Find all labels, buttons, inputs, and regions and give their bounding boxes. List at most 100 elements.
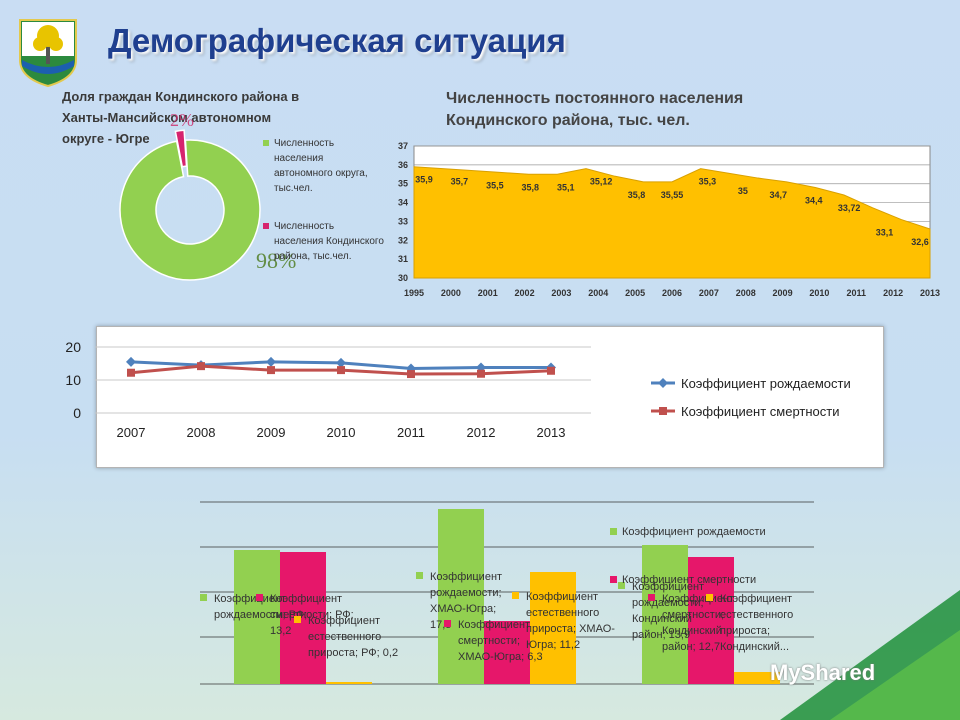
x-tick-label: 2012 xyxy=(467,425,496,440)
data-label: 33,1 xyxy=(876,228,894,238)
y-tick-label: 34 xyxy=(398,198,408,208)
data-label: Коэффициент смертности; ХМАО-Югра; 6,3 xyxy=(458,619,543,663)
page-title: Демографическая ситуация xyxy=(108,22,566,59)
legend-swatch xyxy=(610,528,617,535)
data-label-line: Югра; 11,2 xyxy=(526,639,580,651)
pie-caption-line: Ханты-Мансийском автономном xyxy=(62,110,272,125)
data-label-line: рождаемости; xyxy=(430,587,502,599)
series-marker xyxy=(267,366,275,375)
pie-slice-label: 2% xyxy=(170,110,194,130)
x-tick-label: 2002 xyxy=(515,288,535,298)
legend-swatch xyxy=(263,140,269,146)
data-label-line: естественного xyxy=(720,609,793,621)
rates-trend-panel: 0 10 20 2007 2008 2009 2010 2011 2012 2013 Коэффиц… xyxy=(65,326,884,468)
y-tick-label: 20 xyxy=(65,339,81,355)
data-label: 35,5 xyxy=(486,180,504,190)
label-swatch xyxy=(294,616,301,623)
bar xyxy=(326,682,372,684)
x-tick-label: 2008 xyxy=(736,288,756,298)
x-tick-label: 2000 xyxy=(441,288,461,298)
data-label-line: 13,2 xyxy=(270,625,291,637)
x-tick-label: 1995 xyxy=(404,288,424,298)
pie-slice-label: 98% xyxy=(256,248,296,273)
x-tick-label: 2006 xyxy=(662,288,682,298)
data-label-line: Кондинский xyxy=(662,625,722,637)
rates-line-chart: 0 10 20 2007 2008 2009 2010 2011 2012 2013 Коэффиц… xyxy=(65,339,850,440)
pie-chart: 2% 98% xyxy=(119,110,296,281)
legend-label: Коэффициент смертности xyxy=(622,574,756,586)
data-label-line: Коэффициент xyxy=(632,581,704,593)
y-tick-label: 33 xyxy=(398,216,408,226)
y-tick-label: 35 xyxy=(398,179,408,189)
data-label: 35,12 xyxy=(590,177,613,187)
series-marker xyxy=(407,370,415,379)
data-label: Коэффициент рождаемости; Кондинский район; … xyxy=(632,581,704,641)
label-swatch xyxy=(618,582,625,589)
data-label-line: Коэффициент xyxy=(458,619,530,631)
label-swatch xyxy=(706,594,713,601)
data-label-line: ХМАО-Югра; xyxy=(430,603,496,615)
series-marker xyxy=(127,368,135,377)
bar xyxy=(438,509,484,684)
data-label: Коэффициент рождаемости; РФ; xyxy=(214,593,307,621)
x-tick-label: 2007 xyxy=(117,425,146,440)
x-tick-label: 2011 xyxy=(847,288,867,298)
label-swatch xyxy=(416,572,423,579)
y-tick-label: 10 xyxy=(65,372,81,388)
data-label: Коэффициент естественного прироста; ХМАО- Ю… xyxy=(526,591,615,651)
data-label-line: Кондинский... xyxy=(720,641,789,653)
y-tick-label: 31 xyxy=(398,254,408,264)
series-marker xyxy=(406,363,416,374)
label-swatch xyxy=(512,592,519,599)
pie-legend-item: Численность населения автономного округа… xyxy=(263,136,384,196)
label-swatch xyxy=(648,594,655,601)
legend-marker xyxy=(659,407,667,415)
pie-caption-line: округе - Югре xyxy=(62,131,150,146)
series-marker xyxy=(337,366,345,375)
bar xyxy=(234,550,280,684)
pie-caption-line: Доля граждан Кондинского района в xyxy=(62,89,300,104)
data-label: 33,72 xyxy=(838,203,861,213)
data-label: 35,1 xyxy=(557,182,575,192)
bar xyxy=(280,552,326,684)
x-tick-label: 2005 xyxy=(625,288,645,298)
y-tick-label: 37 xyxy=(398,141,408,151)
bar xyxy=(642,545,688,684)
data-label: 35,7 xyxy=(451,177,469,187)
pie-legend-label: Численность населения Кондинского района… xyxy=(274,221,384,262)
legend-label: Коэффициент рождаемости xyxy=(622,526,766,538)
data-label-line: естественного xyxy=(526,607,599,619)
data-label-line: ХМАО-Югра; 6,3 xyxy=(458,651,543,663)
decorative-corner xyxy=(780,590,960,720)
data-label: Коэффициент рождаемости; ХМАО-Югра; 17,5 xyxy=(430,571,502,631)
data-label-line: прироста; xyxy=(720,625,770,637)
pie-caption: Доля граждан Кондинского района в Ханты-… xyxy=(62,86,352,149)
x-tick-label: 2008 xyxy=(187,425,216,440)
x-tick-label: 2012 xyxy=(883,288,903,298)
data-label: 35,55 xyxy=(661,190,684,200)
series-marker xyxy=(266,356,276,367)
data-label-line: рождаемости; РФ; xyxy=(214,609,307,621)
area-caption: Численность постоянного населения Кондин… xyxy=(446,88,743,132)
area-caption-line: Численность постоянного населения xyxy=(446,90,744,107)
data-label: Коэффициент смертности; РФ; 13,2 xyxy=(270,593,354,637)
data-label: 35,9 xyxy=(415,175,433,185)
data-label-line: смертности; xyxy=(662,609,724,621)
x-tick-label: 2004 xyxy=(588,288,608,298)
data-label: Коэффициент естественного прироста; РФ; 0,… xyxy=(308,615,398,659)
series-marker xyxy=(336,357,346,368)
legend-label: Коэффициент смертности xyxy=(681,404,839,419)
legend-swatch xyxy=(263,223,269,229)
data-label: 34,4 xyxy=(805,195,823,205)
x-tick-label: 2013 xyxy=(920,288,940,298)
x-tick-label: 2001 xyxy=(478,288,498,298)
rates-bar-chart: Коэффициент рождаемости; РФ;Коэффициент см… xyxy=(200,501,814,685)
y-tick-label: 36 xyxy=(398,160,408,170)
pie-legend-label: Численность населения автономного округа… xyxy=(274,138,368,194)
data-label-line: смертности; РФ; xyxy=(270,609,354,621)
label-swatch xyxy=(200,594,207,601)
data-label-line: Кондинский xyxy=(632,613,692,625)
data-label-line: смертности; xyxy=(458,635,520,647)
pie-legend-item: Численность населения Кондинского района… xyxy=(263,219,384,264)
series-marker xyxy=(547,366,555,375)
